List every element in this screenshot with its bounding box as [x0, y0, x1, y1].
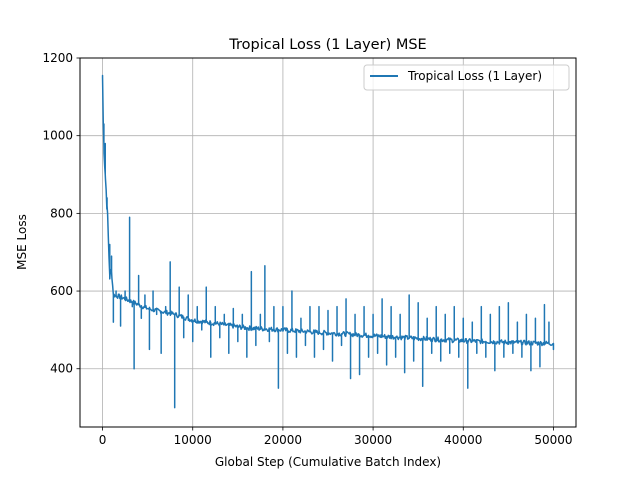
x-tick-label: 0 [99, 433, 107, 447]
x-tick-label: 40000 [444, 433, 482, 447]
series-line [101, 74, 555, 409]
axes-frame [79, 57, 577, 428]
chart-title: Tropical Loss (1 Layer) MSE [228, 37, 426, 53]
series-layer [101, 74, 555, 409]
x-tick-label: 10000 [174, 433, 212, 447]
y-tick-label: 1000 [42, 129, 73, 143]
y-tick-label: 600 [50, 284, 73, 298]
x-tick-label: 20000 [264, 433, 302, 447]
tick-layer: 0 10000 20000 30000 40000 50000 400 600 800 1000 1… [42, 51, 572, 447]
legend-box [363, 64, 570, 91]
y-tick-label: 1200 [42, 51, 73, 65]
legend-label: Tropical Loss (1 Layer) [407, 69, 542, 83]
y-tick-label: 800 [50, 206, 73, 220]
x-tick-label: 30000 [354, 433, 392, 447]
y-tick-label: 400 [50, 362, 73, 376]
x-tick-label: 50000 [534, 433, 572, 447]
x-axis-title: Global Step (Cumulative Batch Index) [215, 455, 441, 469]
y-axis-title: MSE Loss [15, 214, 29, 270]
legend: Tropical Loss (1 Layer) [363, 64, 570, 91]
